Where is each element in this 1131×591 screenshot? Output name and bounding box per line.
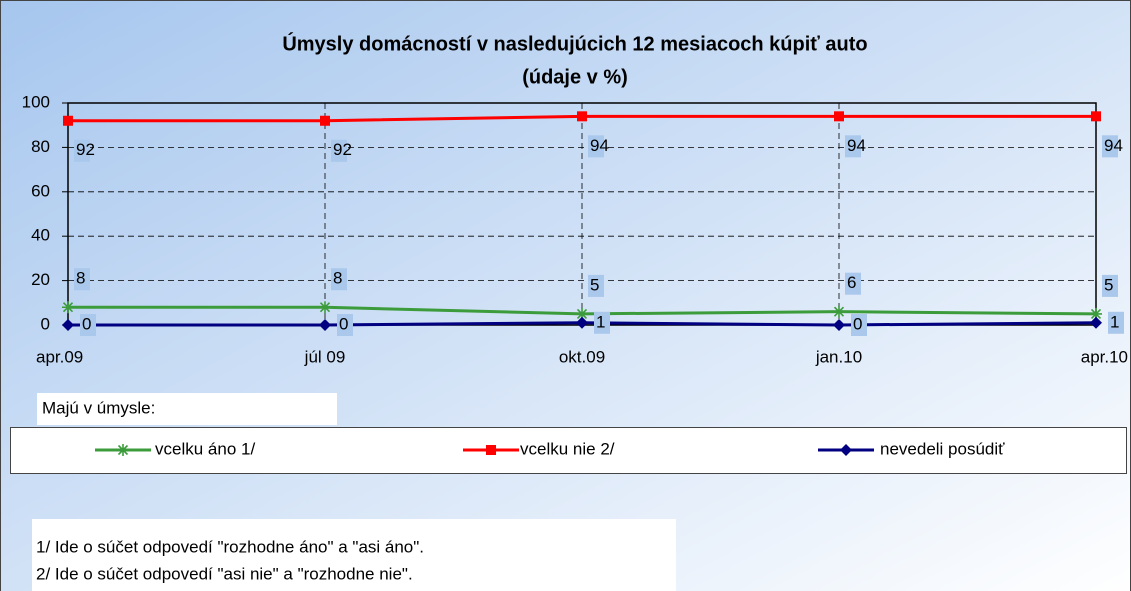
data-label: 0 xyxy=(853,314,862,333)
data-label: 5 xyxy=(590,275,599,294)
data-label-bg xyxy=(1108,311,1124,334)
data-point xyxy=(834,111,844,122)
data-label: 8 xyxy=(76,269,85,288)
legend-marker xyxy=(117,444,129,456)
data-label: 0 xyxy=(82,314,91,333)
data-label: 8 xyxy=(333,269,342,288)
x-tick-label: jan.10 xyxy=(815,347,862,366)
data-label: 94 xyxy=(847,136,866,155)
data-label-bg xyxy=(1102,274,1118,297)
data-label: 1 xyxy=(1110,312,1119,331)
data-label: 6 xyxy=(847,273,856,292)
legend-title-box xyxy=(37,393,337,425)
legend-label: vcelku áno 1/ xyxy=(155,439,255,458)
chart-title: Úmysly domácností v nasledujúcich 12 mes… xyxy=(282,31,867,55)
y-tick-label: 80 xyxy=(31,137,50,156)
y-tick-label: 100 xyxy=(22,92,50,111)
data-label: 94 xyxy=(590,136,609,155)
chart-subtitle: (údaje v %) xyxy=(522,66,628,88)
data-point xyxy=(62,319,74,331)
legend-marker xyxy=(486,445,496,455)
data-point xyxy=(62,301,74,314)
y-tick-label: 0 xyxy=(41,314,50,333)
note: 2/ Ide o súčet odpovedí "asi nie" a "roz… xyxy=(36,564,413,583)
data-point xyxy=(319,301,331,314)
data-point xyxy=(319,319,331,331)
data-label-bg xyxy=(80,314,96,336)
x-tick-label: okt.09 xyxy=(559,347,605,366)
data-point xyxy=(320,115,330,126)
data-point xyxy=(1090,307,1102,320)
legend-label: nevedeli posúdiť xyxy=(880,439,1005,458)
data-label-bg xyxy=(588,274,604,297)
data-point xyxy=(833,305,845,318)
data-label-bg xyxy=(331,268,347,291)
data-point xyxy=(63,115,73,126)
data-label-bg xyxy=(1102,135,1118,158)
data-label-bg xyxy=(594,311,610,334)
data-point xyxy=(576,307,588,320)
data-label-bg xyxy=(74,268,90,291)
x-tick-label: apr.10 xyxy=(1081,347,1128,366)
data-label-bg xyxy=(845,135,861,158)
x-tick-label: apr.09 xyxy=(36,347,83,366)
data-label: 0 xyxy=(339,314,348,333)
data-label-bg xyxy=(74,139,90,162)
legend-label: vcelku nie 2/ xyxy=(520,439,615,458)
data-point xyxy=(1091,111,1101,122)
data-point xyxy=(833,319,845,331)
data-point xyxy=(1090,316,1102,329)
y-tick-label: 20 xyxy=(31,270,50,289)
data-label: 1 xyxy=(596,312,605,331)
note: 1/ Ide o súčet odpovedí "rozhodne áno" a… xyxy=(36,537,424,556)
data-label-bg xyxy=(588,135,604,158)
data-label-bg xyxy=(851,314,867,336)
legend-title: Majú v úmysle: xyxy=(42,398,155,417)
data-point xyxy=(576,316,588,329)
x-tick-label: júl 09 xyxy=(304,347,346,366)
data-label: 92 xyxy=(76,140,95,159)
y-tick-label: 60 xyxy=(31,181,50,200)
data-point xyxy=(577,111,587,122)
legend-marker xyxy=(840,444,852,456)
data-label: 5 xyxy=(1104,275,1113,294)
y-tick-label: 40 xyxy=(31,226,50,245)
notes-box xyxy=(32,519,676,591)
data-label: 92 xyxy=(333,140,352,159)
data-label-bg xyxy=(337,314,353,336)
legend xyxy=(10,427,1127,474)
data-label: 94 xyxy=(1104,136,1123,155)
data-label-bg xyxy=(331,139,347,162)
data-label-bg xyxy=(845,272,861,295)
